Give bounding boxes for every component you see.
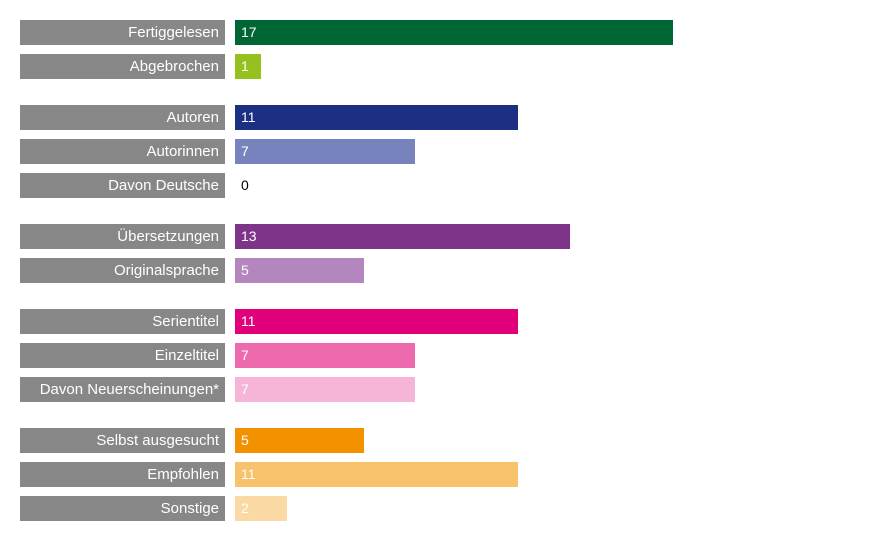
category-label-box: Fertiggelesen	[20, 20, 225, 45]
bar	[235, 224, 570, 249]
category-label-box: Übersetzungen	[20, 224, 225, 249]
category-label: Fertiggelesen	[128, 24, 219, 41]
category-label-box: Davon Neuerscheinungen*	[20, 377, 225, 402]
bar-value-label: 0	[241, 177, 249, 193]
category-label: Übersetzungen	[117, 228, 219, 245]
category-label: Davon Neuerscheinungen*	[39, 381, 219, 398]
category-label: Sonstige	[160, 500, 219, 517]
bar-value-label: 7	[241, 143, 249, 159]
bar	[235, 139, 415, 164]
bar-value-label: 2	[241, 500, 249, 516]
bar-value-label: 17	[241, 24, 257, 40]
bar	[235, 105, 518, 130]
category-label: Abgebrochen	[129, 58, 219, 75]
bar-value-label: 11	[241, 466, 256, 482]
bar	[235, 20, 673, 45]
bar-value-label: 11	[241, 313, 256, 329]
category-label: Davon Deutsche	[108, 177, 219, 194]
category-label-box: Autoren	[20, 105, 225, 130]
category-label-box: Empfohlen	[20, 462, 225, 487]
bar	[235, 496, 287, 521]
bar	[235, 54, 261, 79]
category-label-box: Davon Deutsche	[20, 173, 225, 198]
bar	[235, 428, 364, 453]
bar-value-label: 13	[241, 228, 257, 244]
category-label: Einzeltitel	[154, 347, 219, 364]
bar	[235, 343, 415, 368]
bar	[235, 462, 518, 487]
bar	[235, 377, 415, 402]
bar-value-label: 7	[241, 347, 249, 363]
category-label: Autorinnen	[146, 143, 219, 160]
category-label-box: Abgebrochen	[20, 54, 225, 79]
category-label: Empfohlen	[147, 466, 219, 483]
category-label: Selbst ausgesucht	[96, 432, 219, 449]
bar	[235, 309, 518, 334]
category-label-box: Serientitel	[20, 309, 225, 334]
category-label-box: Einzeltitel	[20, 343, 225, 368]
category-label: Serientitel	[152, 313, 219, 330]
bar-value-label: 5	[241, 262, 249, 278]
category-label-box: Sonstige	[20, 496, 225, 521]
category-label-box: Originalsprache	[20, 258, 225, 283]
bar-value-label: 7	[241, 381, 249, 397]
category-label-box: Autorinnen	[20, 139, 225, 164]
bar-value-label: 1	[241, 58, 249, 74]
category-label: Originalsprache	[113, 262, 219, 279]
bar	[235, 258, 364, 283]
bar-value-label: 5	[241, 432, 249, 448]
bar-value-label: 11	[241, 109, 256, 125]
category-label-box: Selbst ausgesucht	[20, 428, 225, 453]
category-label: Autoren	[166, 109, 219, 126]
